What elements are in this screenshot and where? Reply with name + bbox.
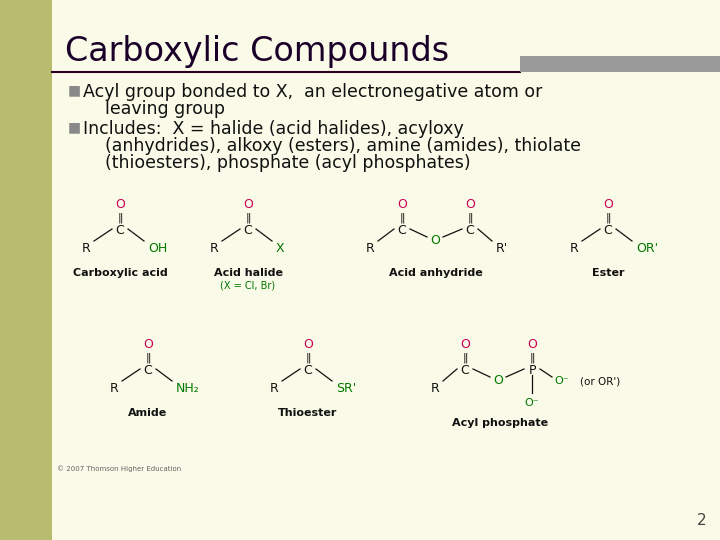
Bar [0, 0, 52, 540]
Text: NH₂: NH₂ [176, 382, 199, 395]
Text: C: C [397, 225, 406, 238]
Text: R': R' [496, 242, 508, 255]
Text: R: R [366, 242, 374, 255]
Text: O: O [115, 199, 125, 212]
Text: ■: ■ [68, 83, 81, 97]
Text: 2: 2 [696, 513, 706, 528]
Text: O: O [397, 199, 407, 212]
Text: ‖: ‖ [606, 213, 611, 223]
Text: Ester: Ester [592, 268, 624, 278]
Text: C: C [461, 364, 469, 377]
Text: ■: ■ [68, 120, 81, 134]
Text: ‖: ‖ [305, 353, 311, 363]
Text: O: O [243, 199, 253, 212]
Text: (X = Cl, Br): (X = Cl, Br) [220, 280, 276, 290]
Text: R: R [109, 382, 118, 395]
Text: leaving group: leaving group [83, 100, 225, 118]
Text: OR': OR' [636, 242, 658, 255]
Text: ‖: ‖ [467, 213, 473, 223]
Text: Thioester: Thioester [279, 408, 338, 418]
Text: C: C [304, 364, 312, 377]
Text: O: O [143, 339, 153, 352]
Text: Acyl group bonded to X,  an electronegative atom or: Acyl group bonded to X, an electronegati… [83, 83, 542, 101]
Text: ‖: ‖ [400, 213, 405, 223]
Text: X: X [276, 242, 284, 255]
Text: © 2007 Thomson Higher Education: © 2007 Thomson Higher Education [57, 465, 181, 472]
Text: O: O [303, 339, 313, 352]
Text: Acid halide: Acid halide [214, 268, 282, 278]
Text: O: O [603, 199, 613, 212]
Text: Acyl phosphate: Acyl phosphate [452, 418, 548, 428]
Text: SR': SR' [336, 382, 356, 395]
Text: (or OR'): (or OR') [580, 376, 620, 386]
Text: (thioesters), phosphate (acyl phosphates): (thioesters), phosphate (acyl phosphates… [83, 154, 471, 172]
Text: OH: OH [148, 242, 167, 255]
Text: R: R [570, 242, 578, 255]
Text: C: C [143, 364, 153, 377]
Text: O: O [460, 339, 470, 352]
Text: Carboxylic acid: Carboxylic acid [73, 268, 167, 278]
Text: O⁻: O⁻ [554, 376, 569, 386]
Text: C: C [603, 225, 613, 238]
Text: Amide: Amide [128, 408, 168, 418]
Text: O: O [493, 375, 503, 388]
Text: Carboxylic Compounds: Carboxylic Compounds [65, 35, 449, 68]
Text: (anhydrides), alkoxy (esters), amine (amides), thiolate: (anhydrides), alkoxy (esters), amine (am… [83, 137, 581, 155]
Text: ‖: ‖ [246, 213, 251, 223]
Text: ‖: ‖ [462, 353, 468, 363]
Text: ‖: ‖ [145, 353, 150, 363]
Text: ‖: ‖ [117, 213, 122, 223]
Text: C: C [243, 225, 253, 238]
Text: R: R [431, 382, 439, 395]
Text: ‖: ‖ [529, 353, 535, 363]
Text: P: P [528, 364, 536, 377]
Text: Includes:  X = halide (acid halides), acyloxy: Includes: X = halide (acid halides), acy… [83, 120, 464, 138]
Text: O: O [430, 234, 440, 247]
Text: R: R [81, 242, 91, 255]
Bar [520, 56, 720, 72]
Text: C: C [116, 225, 125, 238]
Text: O: O [527, 339, 537, 352]
Text: R: R [210, 242, 218, 255]
Text: R: R [269, 382, 279, 395]
Text: O: O [465, 199, 475, 212]
Text: O⁻: O⁻ [525, 398, 539, 408]
Text: C: C [466, 225, 474, 238]
Text: Acid anhydride: Acid anhydride [389, 268, 483, 278]
